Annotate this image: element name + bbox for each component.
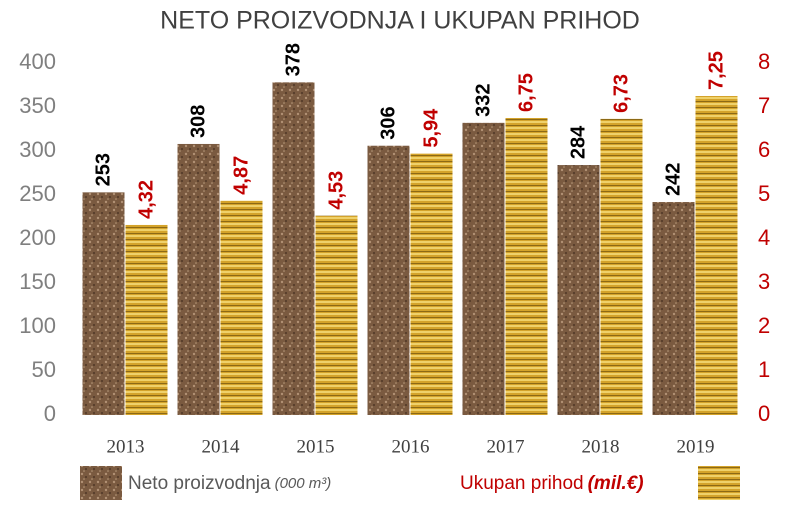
value-label: 6,75: [515, 73, 537, 112]
y-tick-label: 200: [19, 225, 56, 250]
legend-label: Ukupan prihod (mil.€): [460, 473, 644, 494]
bar: [462, 122, 505, 415]
bar: [220, 200, 263, 415]
legend-name: Neto proizvodnja: [128, 473, 271, 494]
bar: [177, 143, 220, 415]
value-label: 253: [92, 153, 114, 186]
value-label: 4,53: [325, 171, 347, 210]
bar: [315, 215, 358, 415]
y2-tick-label: 7: [758, 93, 770, 118]
x-tick-label: 2015: [297, 436, 335, 457]
legend-unit: (mil.€): [588, 473, 644, 494]
value-label: 6,73: [610, 74, 632, 113]
y2-tick-label: 6: [758, 137, 770, 162]
y-tick-label: 50: [32, 357, 56, 382]
bar: [652, 202, 695, 415]
y-tick-label: 300: [19, 137, 56, 162]
y2-tick-label: 3: [758, 269, 770, 294]
x-tick-label: 2019: [677, 436, 715, 457]
value-label: 242: [662, 163, 684, 196]
y2-tick-label: 8: [758, 49, 770, 74]
value-label: 4,87: [230, 156, 252, 195]
x-tick-label: 2016: [392, 436, 430, 457]
value-label: 308: [187, 105, 209, 138]
y-tick-label: 100: [19, 313, 56, 338]
y2-tick-label: 0: [758, 401, 770, 426]
y2-tick-label: 1: [758, 357, 770, 382]
y-tick-label: 350: [19, 93, 56, 118]
bar: [410, 153, 453, 415]
x-tick-label: 2014: [202, 436, 241, 457]
x-tick-label: 2013: [107, 436, 145, 457]
value-label: 332: [472, 83, 494, 116]
x-tick-label: 2017: [487, 436, 525, 457]
y-tick-label: 250: [19, 181, 56, 206]
legend-name: Ukupan prihod: [460, 473, 584, 494]
y2-tick-label: 4: [758, 225, 770, 250]
bar: [125, 224, 168, 415]
value-label: 284: [567, 125, 589, 159]
bar: [557, 165, 600, 415]
bar: [82, 192, 125, 415]
bar: [505, 118, 548, 415]
value-label: 378: [282, 43, 304, 76]
x-tick-label: 2018: [582, 436, 620, 457]
value-label: 4,32: [135, 180, 157, 219]
chart-title: NETO PROIZVODNJA I UKUPAN PRIHOD: [160, 7, 640, 35]
y-tick-label: 400: [19, 49, 56, 74]
bar: [272, 82, 315, 416]
value-label: 306: [377, 106, 399, 139]
value-label: 7,25: [705, 51, 727, 90]
y-tick-label: 0: [44, 401, 56, 426]
legend-label: Neto proizvodnja (000 m³): [128, 473, 331, 494]
legend-unit: (000 m³): [275, 475, 332, 492]
bar: [695, 96, 738, 415]
bar: [367, 145, 410, 415]
legend-swatch: [698, 466, 740, 500]
bar: [600, 118, 643, 415]
y-tick-label: 150: [19, 269, 56, 294]
y2-tick-label: 2: [758, 313, 770, 338]
legend-swatch: [80, 466, 122, 500]
value-label: 5,94: [420, 108, 442, 148]
y2-tick-label: 5: [758, 181, 770, 206]
